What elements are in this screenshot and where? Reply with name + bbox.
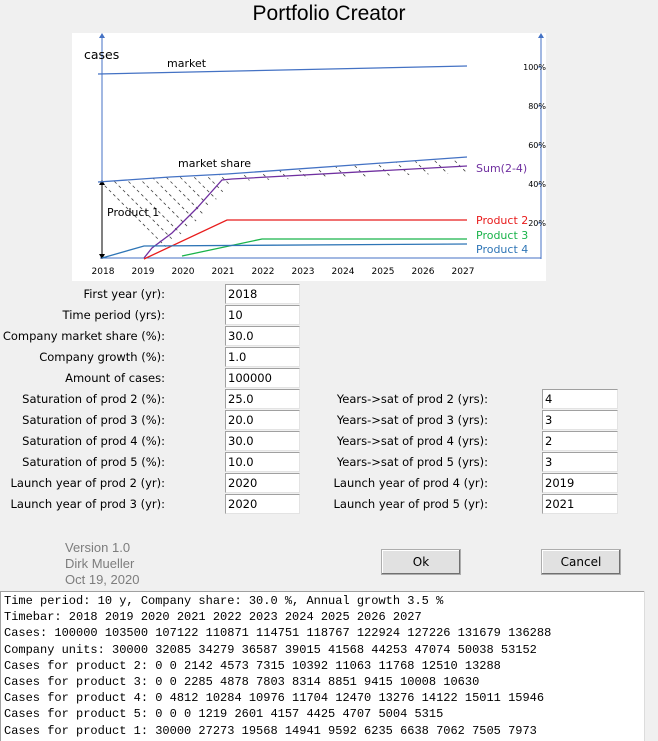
author-text: Dirk Mueller (65, 556, 135, 571)
output-text-area[interactable]: Time period: 10 y, Company share: 30.0 %… (0, 591, 644, 741)
field-label: Launch year of prod 3 (yr): (10, 497, 165, 511)
product3-line (181, 238, 467, 257)
output-scrollbar[interactable] (644, 591, 658, 741)
field-input[interactable]: 30.0 (225, 326, 300, 346)
output-line: Cases for product 1: 30000 27273 19568 1… (4, 723, 537, 738)
field-input[interactable]: 100000 (225, 368, 300, 388)
field-input[interactable]: 4 (542, 389, 618, 409)
right-axis-arrow (538, 33, 544, 38)
output-line: Cases for product 2: 0 0 2142 4573 7315 … (4, 658, 501, 673)
field-label: Amount of cases: (65, 371, 165, 385)
field-label: Launch year of prod 5 (yr): (333, 497, 488, 511)
field-input[interactable]: 3 (542, 452, 618, 472)
field-input[interactable]: 2021 (542, 494, 618, 514)
field-label: Years->sat of prod 2 (yrs): (336, 392, 488, 406)
product2-label: Product 2 (476, 214, 528, 227)
percent-tick-label: 100% (523, 63, 546, 72)
output-line: Time period: 10 y, Company share: 30.0 %… (4, 594, 444, 608)
percent-tick-label: 20% (528, 219, 546, 228)
field-label: Saturation of prod 2 (%): (22, 392, 165, 406)
field-label: Time period (yrs): (62, 308, 165, 322)
left-axis-arrow (99, 33, 105, 38)
year-tick-label: 2018 (92, 267, 115, 277)
field-input[interactable]: 25.0 (225, 389, 300, 409)
output-line: Company units: 30000 32085 34279 36587 3… (4, 642, 537, 657)
year-tick-label: 2023 (292, 267, 315, 277)
product4-label: Product 4 (476, 243, 528, 256)
date-text: Oct 19, 2020 (65, 572, 140, 587)
ok-button[interactable]: Ok (381, 549, 461, 575)
field-input[interactable]: 20.0 (225, 410, 300, 430)
field-input[interactable]: 3 (542, 410, 618, 430)
cases-label: cases (84, 47, 119, 62)
year-tick-label: 2026 (412, 267, 435, 277)
year-tick-label: 2019 (132, 267, 155, 277)
year-tick-label: 2021 (212, 267, 235, 277)
field-label: Launch year of prod 4 (yr): (333, 476, 488, 490)
field-input[interactable]: 2020 (225, 473, 300, 493)
field-label: Saturation of prod 3 (%): (22, 413, 165, 427)
field-label: Saturation of prod 4 (%): (22, 434, 165, 448)
output-line: Cases for product 3: 0 0 2285 4878 7803 … (4, 675, 480, 690)
market-share-label: market share (178, 157, 251, 170)
product3-label: Product 3 (476, 229, 528, 242)
field-input[interactable]: 2019 (542, 473, 618, 493)
window-title: Portfolio Creator (252, 2, 406, 25)
field-label: Years->sat of prod 4 (yrs): (336, 434, 488, 448)
year-tick-label: 2024 (332, 267, 355, 277)
field-input[interactable]: 2 (542, 431, 618, 451)
market-share-line (97, 156, 468, 183)
sum-label: Sum(2-4) (476, 162, 527, 175)
field-input[interactable]: 2018 (225, 284, 300, 304)
year-tick-label: 2027 (452, 267, 475, 277)
field-input[interactable]: 1.0 (225, 347, 300, 367)
field-label: Company market share (%): (2, 329, 165, 343)
output-line: Timebar: 2018 2019 2020 2021 2022 2023 2… (4, 610, 422, 625)
field-input[interactable]: 10 (225, 305, 300, 325)
sum-line (143, 165, 468, 259)
output-line: Cases for product 4: 0 4812 10284 10976 … (4, 691, 545, 706)
product4-line (101, 243, 468, 259)
field-input[interactable]: 10.0 (225, 452, 300, 472)
year-tick-label: 2025 (372, 267, 395, 277)
output-line: Cases for product 5: 0 0 0 1219 2601 415… (4, 707, 444, 722)
field-label: First year (yr): (83, 287, 165, 301)
market-label: market (167, 57, 207, 70)
year-tick-label: 2020 (172, 267, 195, 277)
field-label: Company growth (%): (39, 350, 165, 364)
field-label: Launch year of prod 2 (yr): (10, 476, 165, 490)
percent-tick-label: 40% (528, 180, 546, 189)
field-label: Saturation of prod 5 (%): (22, 455, 165, 469)
market-line (97, 65, 468, 75)
percent-tick-label: 60% (528, 141, 546, 150)
field-input[interactable]: 2020 (225, 494, 300, 514)
field-label: Years->sat of prod 5 (yrs): (336, 455, 488, 469)
portfolio-chart: cases market market share Product 1 Sum(… (72, 33, 546, 281)
field-label: Years->sat of prod 3 (yrs): (336, 413, 488, 427)
product1-label: Product 1 (107, 206, 159, 219)
percent-tick-label: 80% (528, 102, 546, 111)
year-tick-label: 2022 (252, 267, 275, 277)
field-input[interactable]: 30.0 (225, 431, 300, 451)
output-line: Cases: 100000 103500 107122 110871 11475… (4, 626, 552, 641)
version-text: Version 1.0 (65, 540, 131, 555)
cancel-button[interactable]: Cancel (541, 549, 621, 575)
